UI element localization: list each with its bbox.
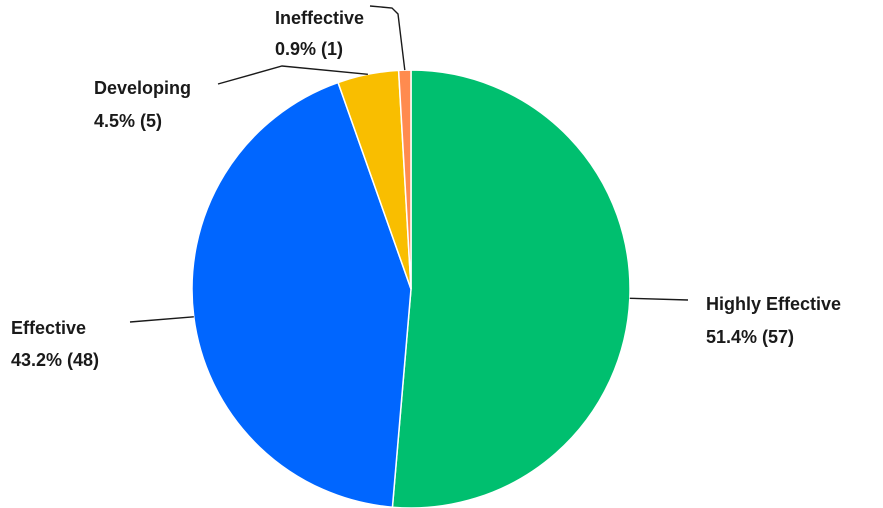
leader-line-highly-effective [629, 297, 689, 301]
label-developing-name: Developing [94, 78, 191, 98]
pie-slices [191, 69, 631, 508]
label-highly-effective-value: 51.4% (57) [706, 327, 794, 347]
label-effective-name: Effective [11, 318, 86, 338]
slice-effective [191, 81, 412, 508]
label-highly-effective-name: Highly Effective [706, 294, 841, 314]
leader-lines [129, 5, 689, 323]
label-developing-value: 4.5% (5) [94, 111, 162, 131]
leader-line-developing [217, 65, 368, 85]
slice-highly-effective [391, 69, 631, 508]
label-ineffective-value: 0.9% (1) [275, 39, 343, 59]
label-effective-value: 43.2% (48) [11, 350, 99, 370]
label-ineffective-name: Ineffective [275, 8, 364, 28]
leader-line-effective [129, 316, 194, 323]
slice-labels: Highly Effective 51.4% (57) Effective 43… [11, 8, 841, 370]
leader-line-ineffective [369, 5, 406, 71]
